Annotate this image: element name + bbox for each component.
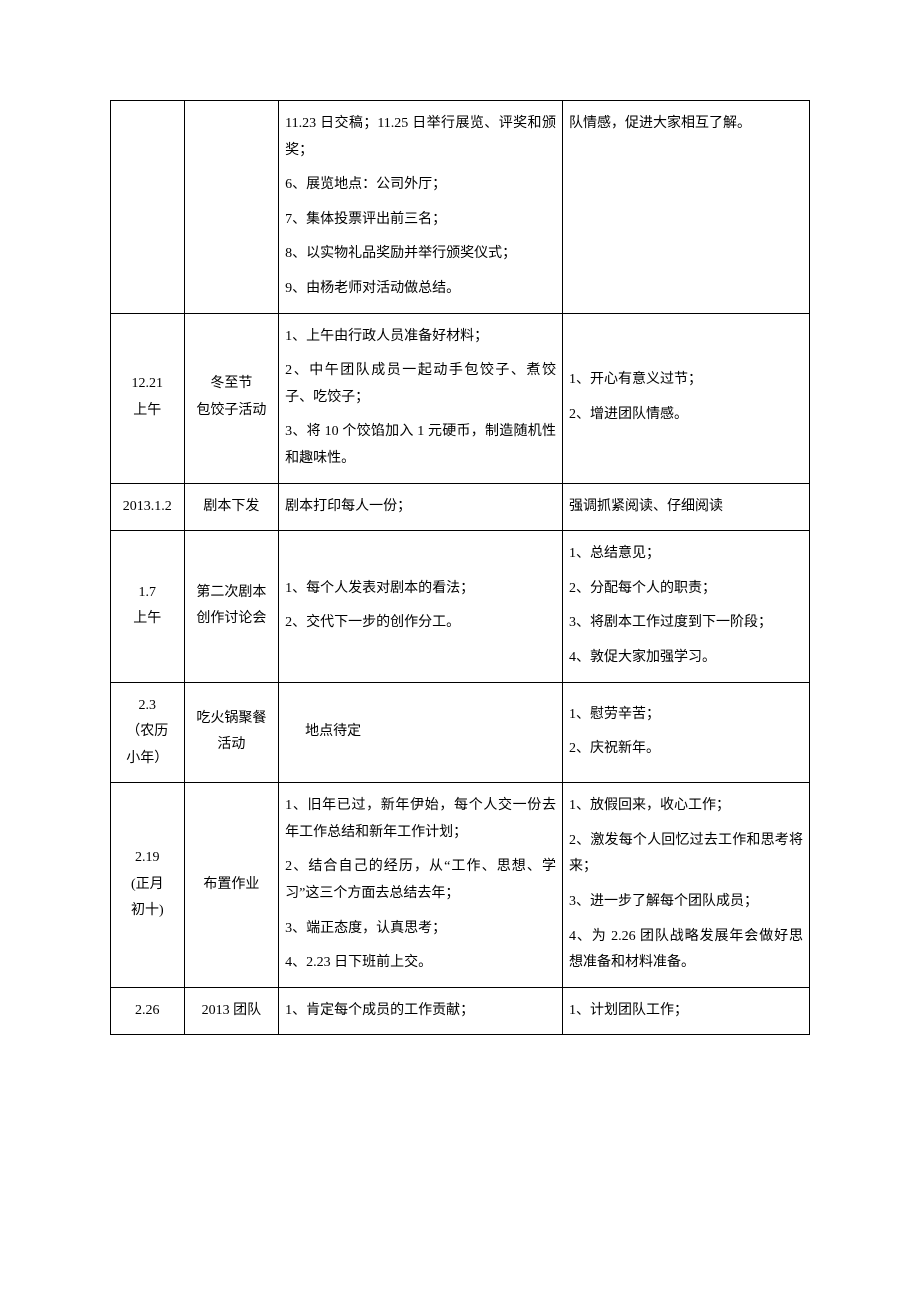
- cell-remark: 强调抓紧阅读、仔细阅读: [562, 483, 809, 531]
- content-line: 1、肯定每个成员的工作贡献；: [285, 998, 556, 1025]
- table-row: 11.23 日交稿；11.25 日举行展览、评奖和颁奖； 6、展览地点：公司外厅…: [111, 101, 810, 314]
- cell-content: 地点待定: [279, 682, 563, 783]
- remark-line: 3、将剧本工作过度到下一阶段；: [569, 610, 803, 637]
- content-line: 9、由杨老师对活动做总结。: [285, 276, 556, 303]
- cell-content: 11.23 日交稿；11.25 日举行展览、评奖和颁奖； 6、展览地点：公司外厅…: [279, 101, 563, 314]
- date-line: 1.7上午: [117, 580, 178, 633]
- cell-date: [111, 101, 185, 314]
- content-line: 剧本打印每人一份；: [285, 494, 556, 521]
- schedule-table-body: 11.23 日交稿；11.25 日举行展览、评奖和颁奖； 6、展览地点：公司外厅…: [111, 101, 810, 1035]
- cell-remark: 1、放假回来，收心工作； 2、激发每个人回忆过去工作和思考将来； 3、进一步了解…: [562, 783, 809, 988]
- remark-line: 4、为 2.26 团队战略发展年会做好思想准备和材料准备。: [569, 924, 803, 977]
- remark-line: 1、计划团队工作；: [569, 998, 803, 1025]
- cell-remark: 队情感，促进大家相互了解。: [562, 101, 809, 314]
- document-page: 11.23 日交稿；11.25 日举行展览、评奖和颁奖； 6、展览地点：公司外厅…: [0, 0, 920, 1095]
- table-row: 2.3（农历小年） 吃火锅聚餐活动 地点待定 1、慰劳辛苦； 2、庆祝新年。: [111, 682, 810, 783]
- cell-remark: 1、计划团队工作；: [562, 987, 809, 1035]
- cell-date: 12.21上午: [111, 313, 185, 483]
- content-line: 1、旧年已过，新年伊始，每个人交一份去年工作总结和新年工作计划；: [285, 793, 556, 846]
- cell-content: 1、肯定每个成员的工作贡献；: [279, 987, 563, 1035]
- content-line: 地点待定: [305, 719, 556, 746]
- schedule-table: 11.23 日交稿；11.25 日举行展览、评奖和颁奖； 6、展览地点：公司外厅…: [110, 100, 810, 1035]
- cell-date: 1.7上午: [111, 531, 185, 682]
- cell-event: 第二次剧本创作讨论会: [184, 531, 279, 682]
- table-row: 2.26 2013 团队 1、肯定每个成员的工作贡献； 1、计划团队工作；: [111, 987, 810, 1035]
- cell-content: 1、旧年已过，新年伊始，每个人交一份去年工作总结和新年工作计划； 2、结合自己的…: [279, 783, 563, 988]
- content-line: 11.23 日交稿；11.25 日举行展览、评奖和颁奖；: [285, 111, 556, 164]
- cell-content: 剧本打印每人一份；: [279, 483, 563, 531]
- date-line: 12.21上午: [117, 371, 178, 424]
- cell-content: 1、每个人发表对剧本的看法； 2、交代下一步的创作分工。: [279, 531, 563, 682]
- content-line: 4、2.23 日下班前上交。: [285, 950, 556, 977]
- date-line: 2.3（农历小年）: [117, 693, 178, 773]
- cell-remark: 1、慰劳辛苦； 2、庆祝新年。: [562, 682, 809, 783]
- remark-line: 4、敦促大家加强学习。: [569, 645, 803, 672]
- cell-remark: 1、总结意见； 2、分配每个人的职责； 3、将剧本工作过度到下一阶段； 4、敦促…: [562, 531, 809, 682]
- cell-event: 布置作业: [184, 783, 279, 988]
- table-row: 2013.1.2 剧本下发 剧本打印每人一份； 强调抓紧阅读、仔细阅读: [111, 483, 810, 531]
- table-row: 2.19(正月初十) 布置作业 1、旧年已过，新年伊始，每个人交一份去年工作总结…: [111, 783, 810, 988]
- cell-date: 2.3（农历小年）: [111, 682, 185, 783]
- remark-line: 队情感，促进大家相互了解。: [569, 111, 803, 138]
- table-row: 12.21上午 冬至节包饺子活动 1、上午由行政人员准备好材料； 2、中午团队成…: [111, 313, 810, 483]
- cell-event: 剧本下发: [184, 483, 279, 531]
- content-line: 3、端正态度，认真思考；: [285, 916, 556, 943]
- cell-date: 2.26: [111, 987, 185, 1035]
- remark-line: 强调抓紧阅读、仔细阅读: [569, 494, 803, 521]
- cell-event: 冬至节包饺子活动: [184, 313, 279, 483]
- content-line: 2、中午团队成员一起动手包饺子、煮饺子、吃饺子；: [285, 358, 556, 411]
- date-line: 2.19(正月初十): [117, 845, 178, 925]
- remark-line: 2、分配每个人的职责；: [569, 576, 803, 603]
- remark-line: 3、进一步了解每个团队成员；: [569, 889, 803, 916]
- content-line: 7、集体投票评出前三名；: [285, 207, 556, 234]
- table-row: 1.7上午 第二次剧本创作讨论会 1、每个人发表对剧本的看法； 2、交代下一步的…: [111, 531, 810, 682]
- remark-line: 2、庆祝新年。: [569, 736, 803, 763]
- remark-line: 1、总结意见；: [569, 541, 803, 568]
- content-line: 2、结合自己的经历，从“工作、思想、学习”这三个方面去总结去年；: [285, 854, 556, 907]
- cell-date: 2.19(正月初十): [111, 783, 185, 988]
- content-line: 6、展览地点：公司外厅；: [285, 172, 556, 199]
- content-line: 1、每个人发表对剧本的看法；: [285, 576, 556, 603]
- remark-line: 1、放假回来，收心工作；: [569, 793, 803, 820]
- remark-line: 2、激发每个人回忆过去工作和思考将来；: [569, 828, 803, 881]
- cell-event: [184, 101, 279, 314]
- cell-content: 1、上午由行政人员准备好材料； 2、中午团队成员一起动手包饺子、煮饺子、吃饺子；…: [279, 313, 563, 483]
- content-line: 2、交代下一步的创作分工。: [285, 610, 556, 637]
- event-line: 冬至节包饺子活动: [191, 371, 273, 424]
- cell-date: 2013.1.2: [111, 483, 185, 531]
- remark-line: 1、开心有意义过节；: [569, 367, 803, 394]
- content-line: 1、上午由行政人员准备好材料；: [285, 324, 556, 351]
- content-line: 3、将 10 个饺馅加入 1 元硬币，制造随机性和趣味性。: [285, 419, 556, 472]
- remark-line: 2、增进团队情感。: [569, 402, 803, 429]
- cell-remark: 1、开心有意义过节； 2、增进团队情感。: [562, 313, 809, 483]
- content-line: 8、以实物礼品奖励并举行颁奖仪式；: [285, 241, 556, 268]
- remark-line: 1、慰劳辛苦；: [569, 702, 803, 729]
- cell-event: 吃火锅聚餐活动: [184, 682, 279, 783]
- cell-event: 2013 团队: [184, 987, 279, 1035]
